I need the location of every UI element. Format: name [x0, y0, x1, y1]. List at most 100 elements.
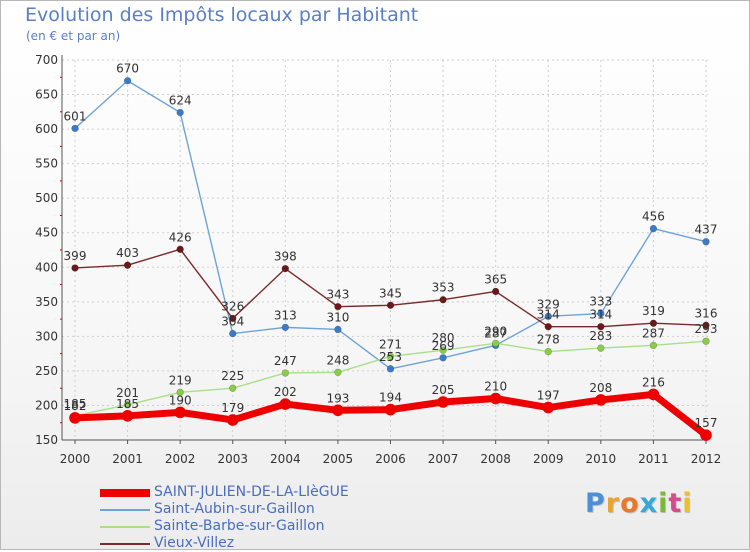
- chart-title: Evolution des Impôts locaux par Habitant: [25, 4, 419, 26]
- logo-letter: i: [658, 488, 669, 519]
- data-point: [229, 384, 237, 392]
- data-label: 345: [379, 286, 402, 300]
- legend-label: SAINT-JULIEN-DE-LA-LIèGUE: [154, 484, 349, 500]
- data-label: 426: [169, 230, 192, 244]
- data-label: 333: [589, 295, 612, 309]
- y-tick-label: 600: [35, 122, 58, 136]
- data-point: [595, 394, 607, 406]
- data-point: [439, 346, 447, 354]
- y-tick-label: 200: [35, 398, 58, 412]
- data-point: [702, 321, 710, 330]
- data-point: [229, 329, 237, 338]
- data-label: 398: [274, 250, 297, 264]
- data-label: 219: [169, 373, 192, 387]
- data-point: [176, 245, 184, 254]
- data-label: 269: [432, 339, 455, 353]
- data-label: 182: [64, 399, 87, 413]
- data-label: 310: [326, 310, 349, 324]
- logo-letter: P: [585, 488, 606, 519]
- data-point: [69, 412, 81, 424]
- data-label: 343: [326, 288, 349, 302]
- legend-label: Saint-Aubin-sur-Gaillon: [154, 501, 315, 517]
- logo-letter: x: [639, 488, 659, 519]
- data-point: [334, 302, 342, 311]
- x-tick-label: 2002: [165, 452, 196, 466]
- data-label: 202: [274, 385, 297, 399]
- data-point: [176, 108, 184, 117]
- data-label: 179: [221, 401, 244, 415]
- proxiti-logo: Proxiti: [585, 488, 693, 519]
- data-label: 290: [484, 324, 507, 338]
- logo-letter: i: [682, 488, 693, 519]
- data-label: 456: [642, 210, 665, 224]
- data-point: [386, 365, 395, 373]
- data-point: [702, 337, 710, 345]
- y-tick-label: 550: [35, 157, 58, 171]
- data-point: [121, 410, 134, 422]
- data-point: [439, 296, 447, 304]
- logo-letter: o: [620, 488, 640, 519]
- data-point: [71, 264, 79, 272]
- legend-swatch: [100, 542, 150, 545]
- data-point: [597, 322, 605, 331]
- data-label: 314: [589, 308, 612, 322]
- data-label: 247: [274, 354, 297, 368]
- data-label: 216: [642, 375, 665, 389]
- data-label: 353: [432, 281, 455, 295]
- legend-swatch: [100, 508, 150, 511]
- data-point: [332, 404, 344, 417]
- legend-swatch: [100, 525, 150, 528]
- data-label: 365: [484, 272, 507, 286]
- data-point: [384, 403, 397, 416]
- data-label: 601: [64, 109, 87, 123]
- y-tick-label: 650: [35, 88, 58, 102]
- data-point: [437, 396, 449, 408]
- logo-letter: r: [605, 488, 621, 519]
- data-point: [597, 309, 605, 318]
- data-label: 208: [589, 381, 612, 395]
- data-point: [489, 392, 502, 405]
- y-tick-label: 450: [35, 226, 58, 240]
- data-point: [123, 261, 132, 269]
- legend-label: Sainte-Barbe-sur-Gaillon: [154, 518, 325, 534]
- y-tick-label: 300: [35, 329, 58, 343]
- data-label: 283: [589, 329, 612, 343]
- y-tick-label: 700: [35, 53, 58, 67]
- data-label: 287: [642, 326, 665, 340]
- data-label: 197: [537, 389, 560, 403]
- data-label: 329: [537, 297, 560, 311]
- data-label: 314: [537, 308, 560, 322]
- data-label: 624: [169, 94, 192, 108]
- y-tick-label: 250: [35, 364, 58, 378]
- data-label: 278: [537, 333, 560, 347]
- y-tick-label: 500: [35, 191, 58, 205]
- data-label: 670: [116, 62, 139, 76]
- data-point: [229, 314, 237, 323]
- data-point: [542, 401, 555, 414]
- line-chart: 150 200 250 300 350 400 450 500 550 600 650 700 2000…: [35, 53, 722, 466]
- y-tick-label: 350: [35, 295, 58, 309]
- data-point: [439, 354, 447, 362]
- x-tick-label: 2005: [323, 452, 354, 466]
- data-label: 316: [695, 306, 718, 320]
- y-tick-label: 400: [35, 260, 58, 274]
- x-tick-label: 2012: [691, 452, 722, 466]
- chart-subtitle: (en € et par an): [26, 29, 121, 43]
- data-point: [279, 398, 292, 410]
- data-label: 326: [221, 299, 244, 313]
- data-point: [649, 341, 658, 350]
- data-point: [71, 124, 79, 133]
- data-label: 287: [484, 326, 507, 340]
- data-point: [334, 325, 342, 334]
- data-point: [386, 301, 395, 309]
- data-point: [123, 401, 132, 409]
- data-point: [174, 406, 186, 419]
- data-point: [281, 264, 290, 273]
- y-tick-label: 150: [35, 433, 58, 447]
- data-point: [649, 319, 658, 327]
- x-tick-label: 2003: [217, 452, 248, 466]
- x-tick-label: 2008: [480, 452, 511, 466]
- data-label: 280: [432, 331, 455, 345]
- x-tick-label: 2006: [375, 452, 406, 466]
- data-point: [597, 344, 605, 352]
